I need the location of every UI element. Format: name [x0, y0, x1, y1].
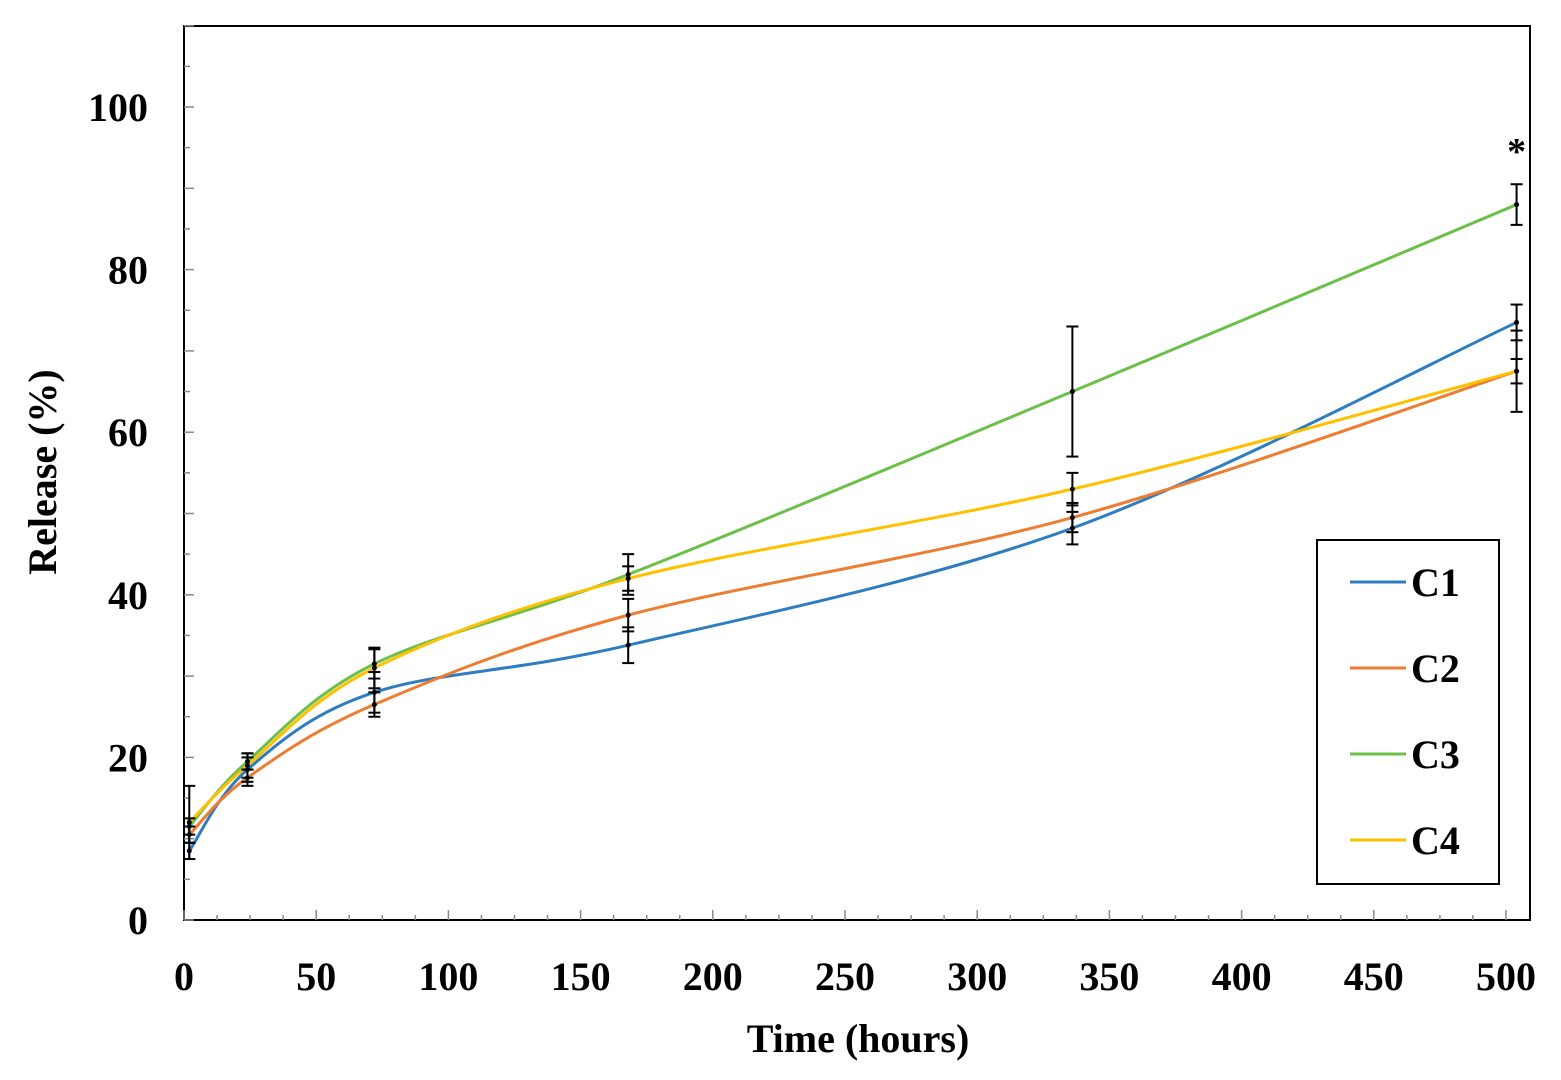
legend-label-c1: C1: [1411, 560, 1460, 605]
legend-box: [1316, 539, 1500, 885]
y-tick-label: 20: [108, 735, 148, 780]
x-tick-label: 500: [1476, 954, 1536, 999]
x-axis-title: Time (hours): [747, 1016, 970, 1061]
data-point-c4: [186, 819, 192, 825]
significance-marker: *: [1507, 131, 1526, 173]
y-tick-label: 60: [108, 410, 148, 455]
x-tick-label: 350: [1079, 954, 1139, 999]
axis-ticks: [183, 24, 1507, 921]
x-tick-label: 50: [296, 954, 336, 999]
legend-label-c4: C4: [1411, 818, 1460, 863]
data-point-c2: [625, 612, 631, 618]
error-bars: [183, 183, 1523, 861]
data-point-c4: [371, 665, 377, 671]
x-tick-label: 0: [174, 954, 194, 999]
data-point-c4: [1514, 368, 1520, 374]
x-tick-label: 300: [947, 954, 1007, 999]
annotations: *: [1507, 131, 1526, 173]
x-tick-label: 400: [1212, 954, 1272, 999]
y-tick-label: 80: [108, 248, 148, 293]
data-point-c1: [625, 642, 631, 648]
x-tick-label: 250: [815, 954, 875, 999]
data-point-c2: [1069, 515, 1075, 521]
x-tick-label: 200: [683, 954, 743, 999]
x-tick-label: 450: [1344, 954, 1404, 999]
x-tick-label: 150: [551, 954, 611, 999]
data-point-c4: [1069, 486, 1075, 492]
data-point-c1: [1514, 319, 1520, 325]
legend-label-c3: C3: [1411, 732, 1460, 777]
data-point-c4: [625, 576, 631, 582]
data-point-c4: [244, 763, 250, 769]
y-tick-label: 0: [128, 898, 148, 943]
x-tick-label: 100: [418, 954, 478, 999]
y-tick-label: 40: [108, 573, 148, 618]
data-point-c3: [1514, 202, 1520, 208]
y-axis-title: Release (%): [20, 369, 65, 574]
y-tick-label: 100: [88, 85, 148, 130]
tick-labels: 0 50 100 150 200 250 300 350 400 450 500 0 20 40 60 80 1…: [88, 85, 1536, 999]
data-point-c2: [371, 702, 377, 708]
data-point-c3: [1069, 389, 1075, 395]
legend-label-c2: C2: [1411, 646, 1460, 691]
legend: C1 C2 C3 C4: [1316, 539, 1500, 885]
